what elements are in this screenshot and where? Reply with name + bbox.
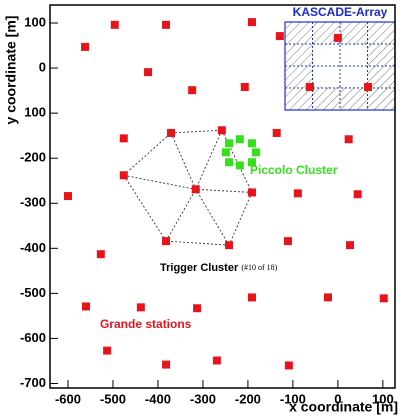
y-axis-label: y coordinate [m] [3,16,19,125]
station [252,148,261,157]
station [323,293,332,302]
plot-frame [49,4,396,389]
kascade-label: KASCADE-Array [293,5,388,19]
trigger-link [170,132,197,190]
x-tick-label: -400 [145,391,171,406]
station [136,303,145,312]
station [212,356,221,365]
trigger-link [170,129,222,134]
y-tick-label: -700 [20,375,46,390]
station [162,237,171,246]
station [225,139,234,148]
station [353,190,362,199]
trigger-link [195,188,252,193]
trigger-link [195,130,223,190]
station [235,135,244,144]
station [275,32,284,41]
station [247,18,256,27]
station [191,185,200,194]
station [247,139,256,148]
x-tick-label: -300 [190,391,216,406]
trigger-link [123,175,167,242]
station [305,83,314,92]
station [225,241,234,250]
station [364,83,373,92]
x-tick-label: 0 [334,391,341,406]
station [144,68,153,77]
station [272,128,281,137]
station [217,126,226,135]
y-tick-label: -600 [20,330,46,345]
station [193,304,202,313]
y-tick-label: -200 [20,150,46,165]
x-tick-label: -500 [100,391,126,406]
station [81,302,90,311]
station [344,135,353,144]
station [119,134,128,143]
x-tick-label: -200 [235,391,261,406]
station [293,189,302,198]
station [346,241,355,250]
trigger-link [228,192,253,246]
station [81,42,90,51]
x-axis-label: x coordinate [m] [289,399,398,415]
station [162,20,171,29]
trigger-title: Trigger Cluster [160,262,239,274]
station [166,128,175,137]
series-label: Grande stations [100,317,192,331]
station [96,250,105,259]
station [119,171,128,180]
station [188,86,197,95]
x-tick-label: 100 [372,391,394,406]
station [247,188,256,197]
trigger-link [165,189,197,242]
station [221,148,230,157]
station [225,158,234,167]
station [240,83,249,92]
trigger-note: (#10 of 18) [241,263,277,272]
station [162,360,171,369]
station [379,294,388,303]
station [247,158,256,167]
station [235,161,244,170]
y-tick-label: 100 [24,14,46,29]
station [247,293,256,302]
station [283,237,292,246]
trigger-link [166,240,230,246]
station [284,361,293,370]
station [110,20,119,29]
y-tick-label: 0 [39,60,46,75]
y-tick-label: -500 [20,285,46,300]
series-label: Piccolo Cluster [250,163,338,177]
trigger-label: Trigger Cluster (#10 of 18) [160,262,278,274]
trigger-link [123,174,196,190]
station [333,33,342,42]
trigger-link [123,132,172,176]
x-tick-label: -600 [55,391,81,406]
x-tick-label: -100 [280,391,306,406]
trigger-link [221,130,253,193]
y-tick-label: -400 [20,240,46,255]
y-tick-label: -300 [20,195,46,210]
station [103,346,112,355]
trigger-link [195,189,230,246]
y-tick-label: 100 [24,105,46,120]
station [63,192,72,201]
